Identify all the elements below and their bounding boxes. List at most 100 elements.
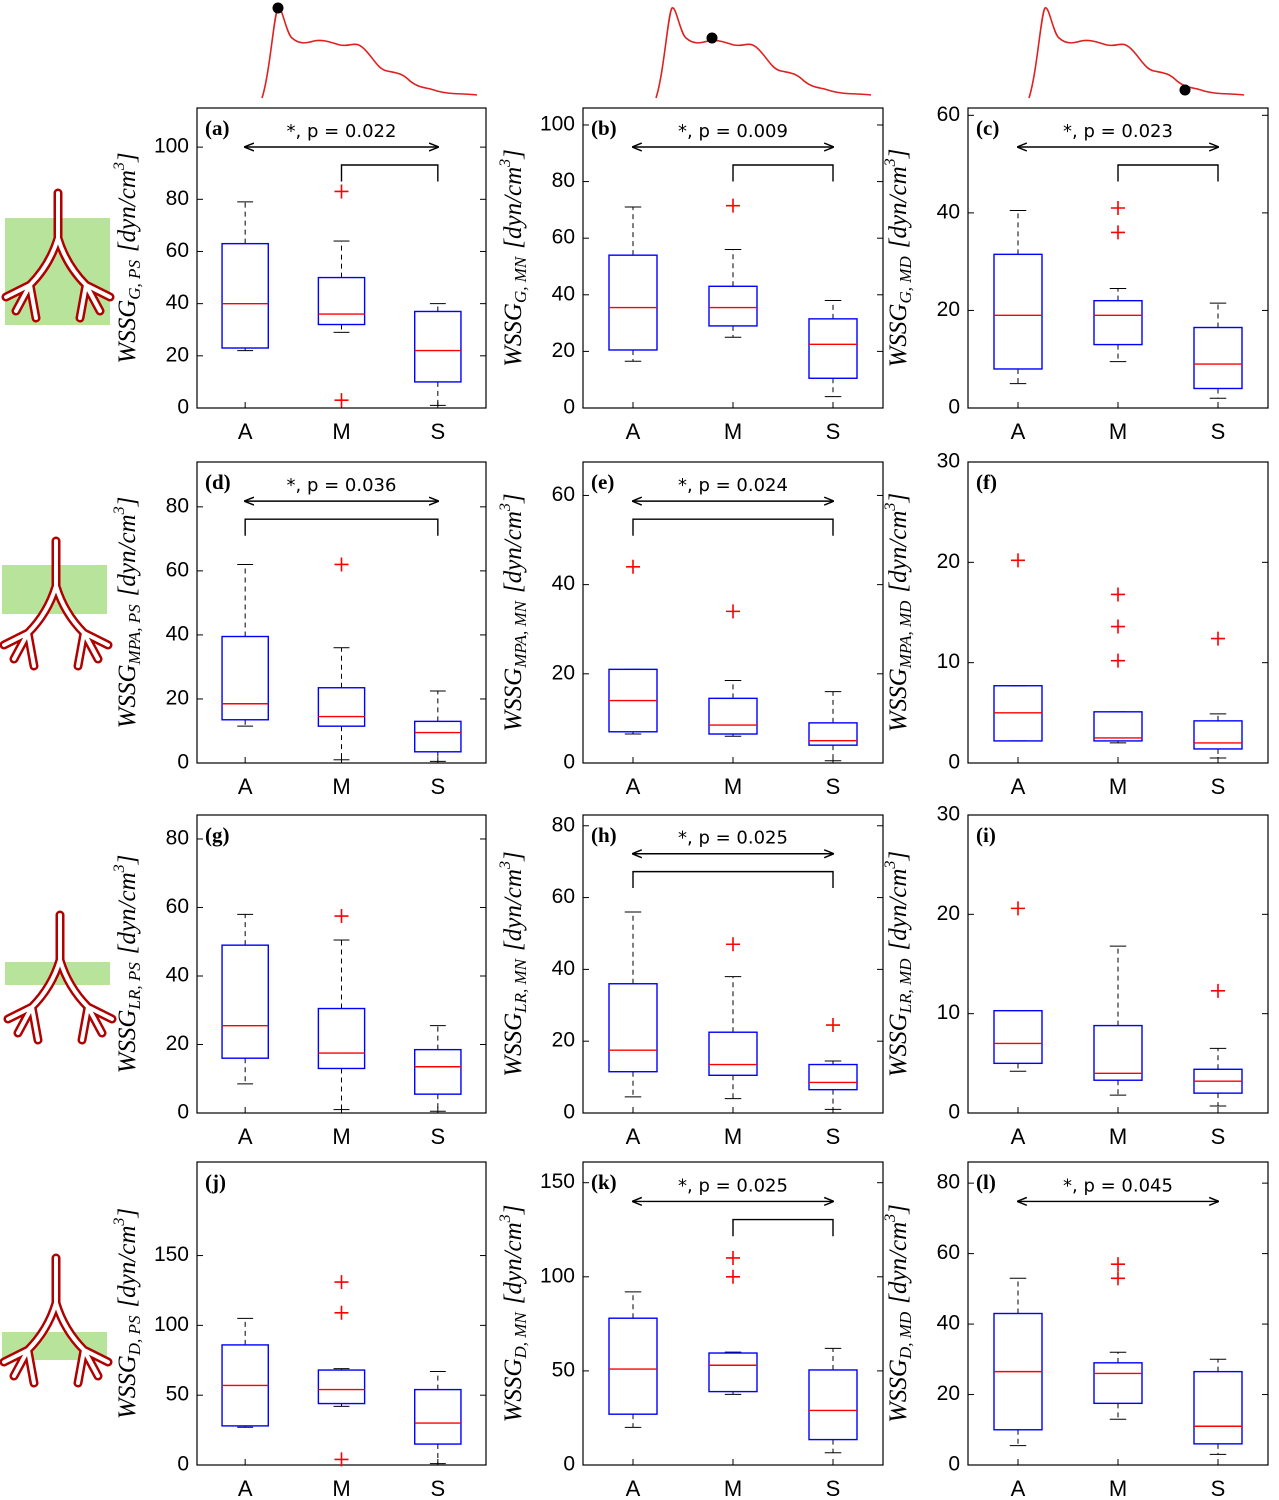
outlier (726, 198, 740, 213)
y-label-unit: [dyn/cm (885, 869, 912, 951)
box (414, 1048, 462, 1095)
axes-frame (967, 814, 1269, 1114)
box (1093, 299, 1143, 346)
y-label-exponent: 3 (882, 861, 899, 870)
y-tick-label: 20 (552, 1029, 575, 1052)
y-label-unit-end: ] (114, 1208, 141, 1219)
x-tick-label: M (1109, 774, 1127, 799)
outlier (1111, 201, 1125, 215)
x-tick-label: A (1011, 419, 1026, 444)
outlier (726, 1250, 740, 1265)
y-label-exponent: 3 (882, 503, 899, 512)
box (414, 720, 462, 753)
y-label-symbol: WSSG (114, 1355, 141, 1419)
x-tick-label: S (430, 1124, 445, 1149)
y-tick-label: 80 (552, 813, 575, 836)
panel: (i) 0 10 20 30 WSSGLR, MD [dyn/cm3] A M S (882, 803, 1269, 1149)
y-label-subscript: G, MD (896, 256, 915, 304)
box (708, 1352, 758, 1393)
outlier (826, 1018, 840, 1033)
y-label-unit: [dyn/cm (885, 1222, 912, 1304)
box (808, 1063, 858, 1091)
y-label-symbol: WSSG (114, 1010, 141, 1074)
x-tick-label: S (430, 1476, 445, 1500)
box (221, 944, 269, 1059)
box (1093, 1024, 1143, 1081)
y-label-exponent: 3 (497, 503, 514, 512)
y-tick-label: 30 (937, 450, 960, 473)
box (1193, 1370, 1243, 1445)
y-tick-label: 0 (177, 396, 189, 419)
panel-label: (a) (205, 116, 230, 140)
y-tick-label: 20 (937, 550, 960, 573)
y-axis-label: WSSGG, PS [dyn/cm3] (111, 152, 144, 363)
x-tick-label: A (626, 1124, 641, 1149)
x-tick-label: M (1109, 1476, 1127, 1500)
y-tick-label: 0 (177, 1453, 189, 1476)
x-tick-label: A (238, 419, 253, 444)
y-label-exponent: 3 (497, 1214, 514, 1223)
panel-label: (f) (976, 470, 997, 494)
outlier (1211, 631, 1225, 646)
box (808, 722, 858, 746)
axes-frame (967, 107, 1269, 409)
x-tick-label: M (724, 774, 742, 799)
y-tick-label: 150 (154, 1243, 189, 1266)
box (1093, 1362, 1143, 1405)
y-tick-label: 0 (563, 1453, 575, 1476)
box (221, 242, 269, 349)
y-label-subscript: G, MN (511, 255, 530, 303)
y-label-subscript: D, MN (511, 1311, 530, 1360)
box (1193, 326, 1243, 390)
x-tick-label: A (1011, 1124, 1026, 1149)
x-tick-label: S (430, 774, 445, 799)
x-tick-label: M (332, 1476, 350, 1500)
box (993, 253, 1043, 370)
y-tick-label: 20 (552, 661, 575, 684)
panel-label: (e) (591, 470, 614, 494)
y-tick-label: 60 (937, 1241, 960, 1264)
outlier (1111, 1257, 1125, 1272)
y-label-unit-end: ] (114, 152, 141, 163)
outlier (1111, 225, 1125, 240)
y-tick-label: 60 (937, 103, 960, 126)
significance-bracket (632, 518, 834, 536)
panel-label: (c) (976, 116, 999, 140)
panel-label: (j) (205, 1170, 226, 1194)
x-tick-label: S (1211, 774, 1226, 799)
waveform-dot (272, 2, 284, 14)
x-tick-label: M (1109, 1124, 1127, 1149)
y-label-subscript: MPA, PS (125, 604, 144, 666)
box (1093, 711, 1143, 742)
significance-label: *, p = 0.036 (287, 475, 397, 496)
y-tick-label: 60 (552, 226, 575, 249)
x-tick-label: A (238, 1124, 253, 1149)
x-tick-label: M (724, 1476, 742, 1500)
y-label-unit: [dyn/cm (114, 170, 141, 252)
y-tick-label: 0 (177, 751, 189, 774)
y-tick-label: 40 (552, 572, 575, 595)
x-tick-label: S (826, 1476, 841, 1500)
x-tick-label: S (826, 1124, 841, 1149)
y-tick-label: 20 (166, 1032, 189, 1055)
y-label-unit: [dyn/cm (114, 872, 141, 954)
box (608, 1317, 658, 1415)
y-tick-label: 0 (948, 1101, 960, 1124)
y-label-exponent: 3 (497, 861, 514, 870)
y-label-subscript: LR, PS (125, 962, 144, 1011)
outlier (334, 909, 349, 924)
y-axis-label: WSSGMPA, MN [dyn/cm3] (497, 493, 530, 731)
panel: (k) 0 50 100 150 WSSGD, MN [dyn/cm3] A M S *, p = … (497, 1161, 884, 1500)
y-tick-label: 20 (937, 902, 960, 925)
waveform-dot (1179, 84, 1191, 96)
y-tick-label: 100 (540, 113, 575, 136)
box (708, 285, 758, 327)
axes-frame (196, 461, 487, 764)
outlier (726, 937, 740, 952)
panel-label: (l) (976, 1170, 996, 1194)
y-tick-label: 0 (948, 396, 960, 419)
y-label-unit-end: ] (885, 851, 912, 862)
box (708, 1031, 758, 1077)
x-tick-label: S (826, 774, 841, 799)
